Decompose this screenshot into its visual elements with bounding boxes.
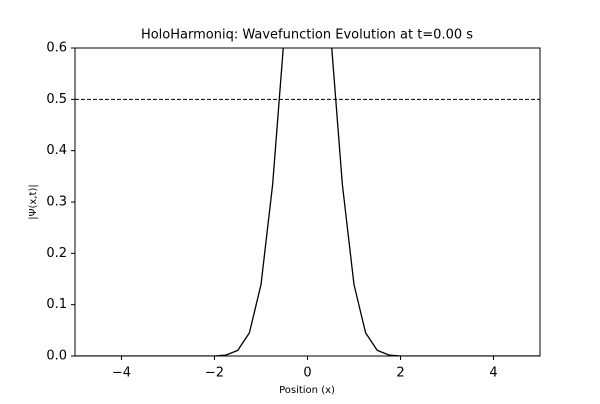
y-tick-label: 0.1 [46, 297, 67, 312]
x-tick-label: 2 [396, 366, 404, 381]
y-tick-label: 0.4 [46, 143, 67, 158]
x-tick-label: −4 [112, 366, 131, 381]
y-tick-label: 0.0 [46, 349, 67, 364]
y-axis-label: |Ψ(x,t)| [28, 184, 39, 219]
y-tick-label: 0.2 [46, 246, 67, 261]
x-tick-label: 0 [303, 366, 311, 381]
plot-frame [74, 47, 541, 357]
y-tick-label: 0.3 [46, 195, 67, 210]
y-tick-label: 0.6 [46, 41, 67, 56]
x-tick-label: 4 [489, 366, 497, 381]
chart-title: HoloHarmoniq: Wavefunction Evolution at … [141, 28, 473, 43]
line-series [75, 48, 540, 356]
y-tick-label: 0.5 [46, 92, 67, 107]
x-tick-label: −2 [205, 366, 224, 381]
x-axis-label: Position (x) [279, 385, 335, 396]
